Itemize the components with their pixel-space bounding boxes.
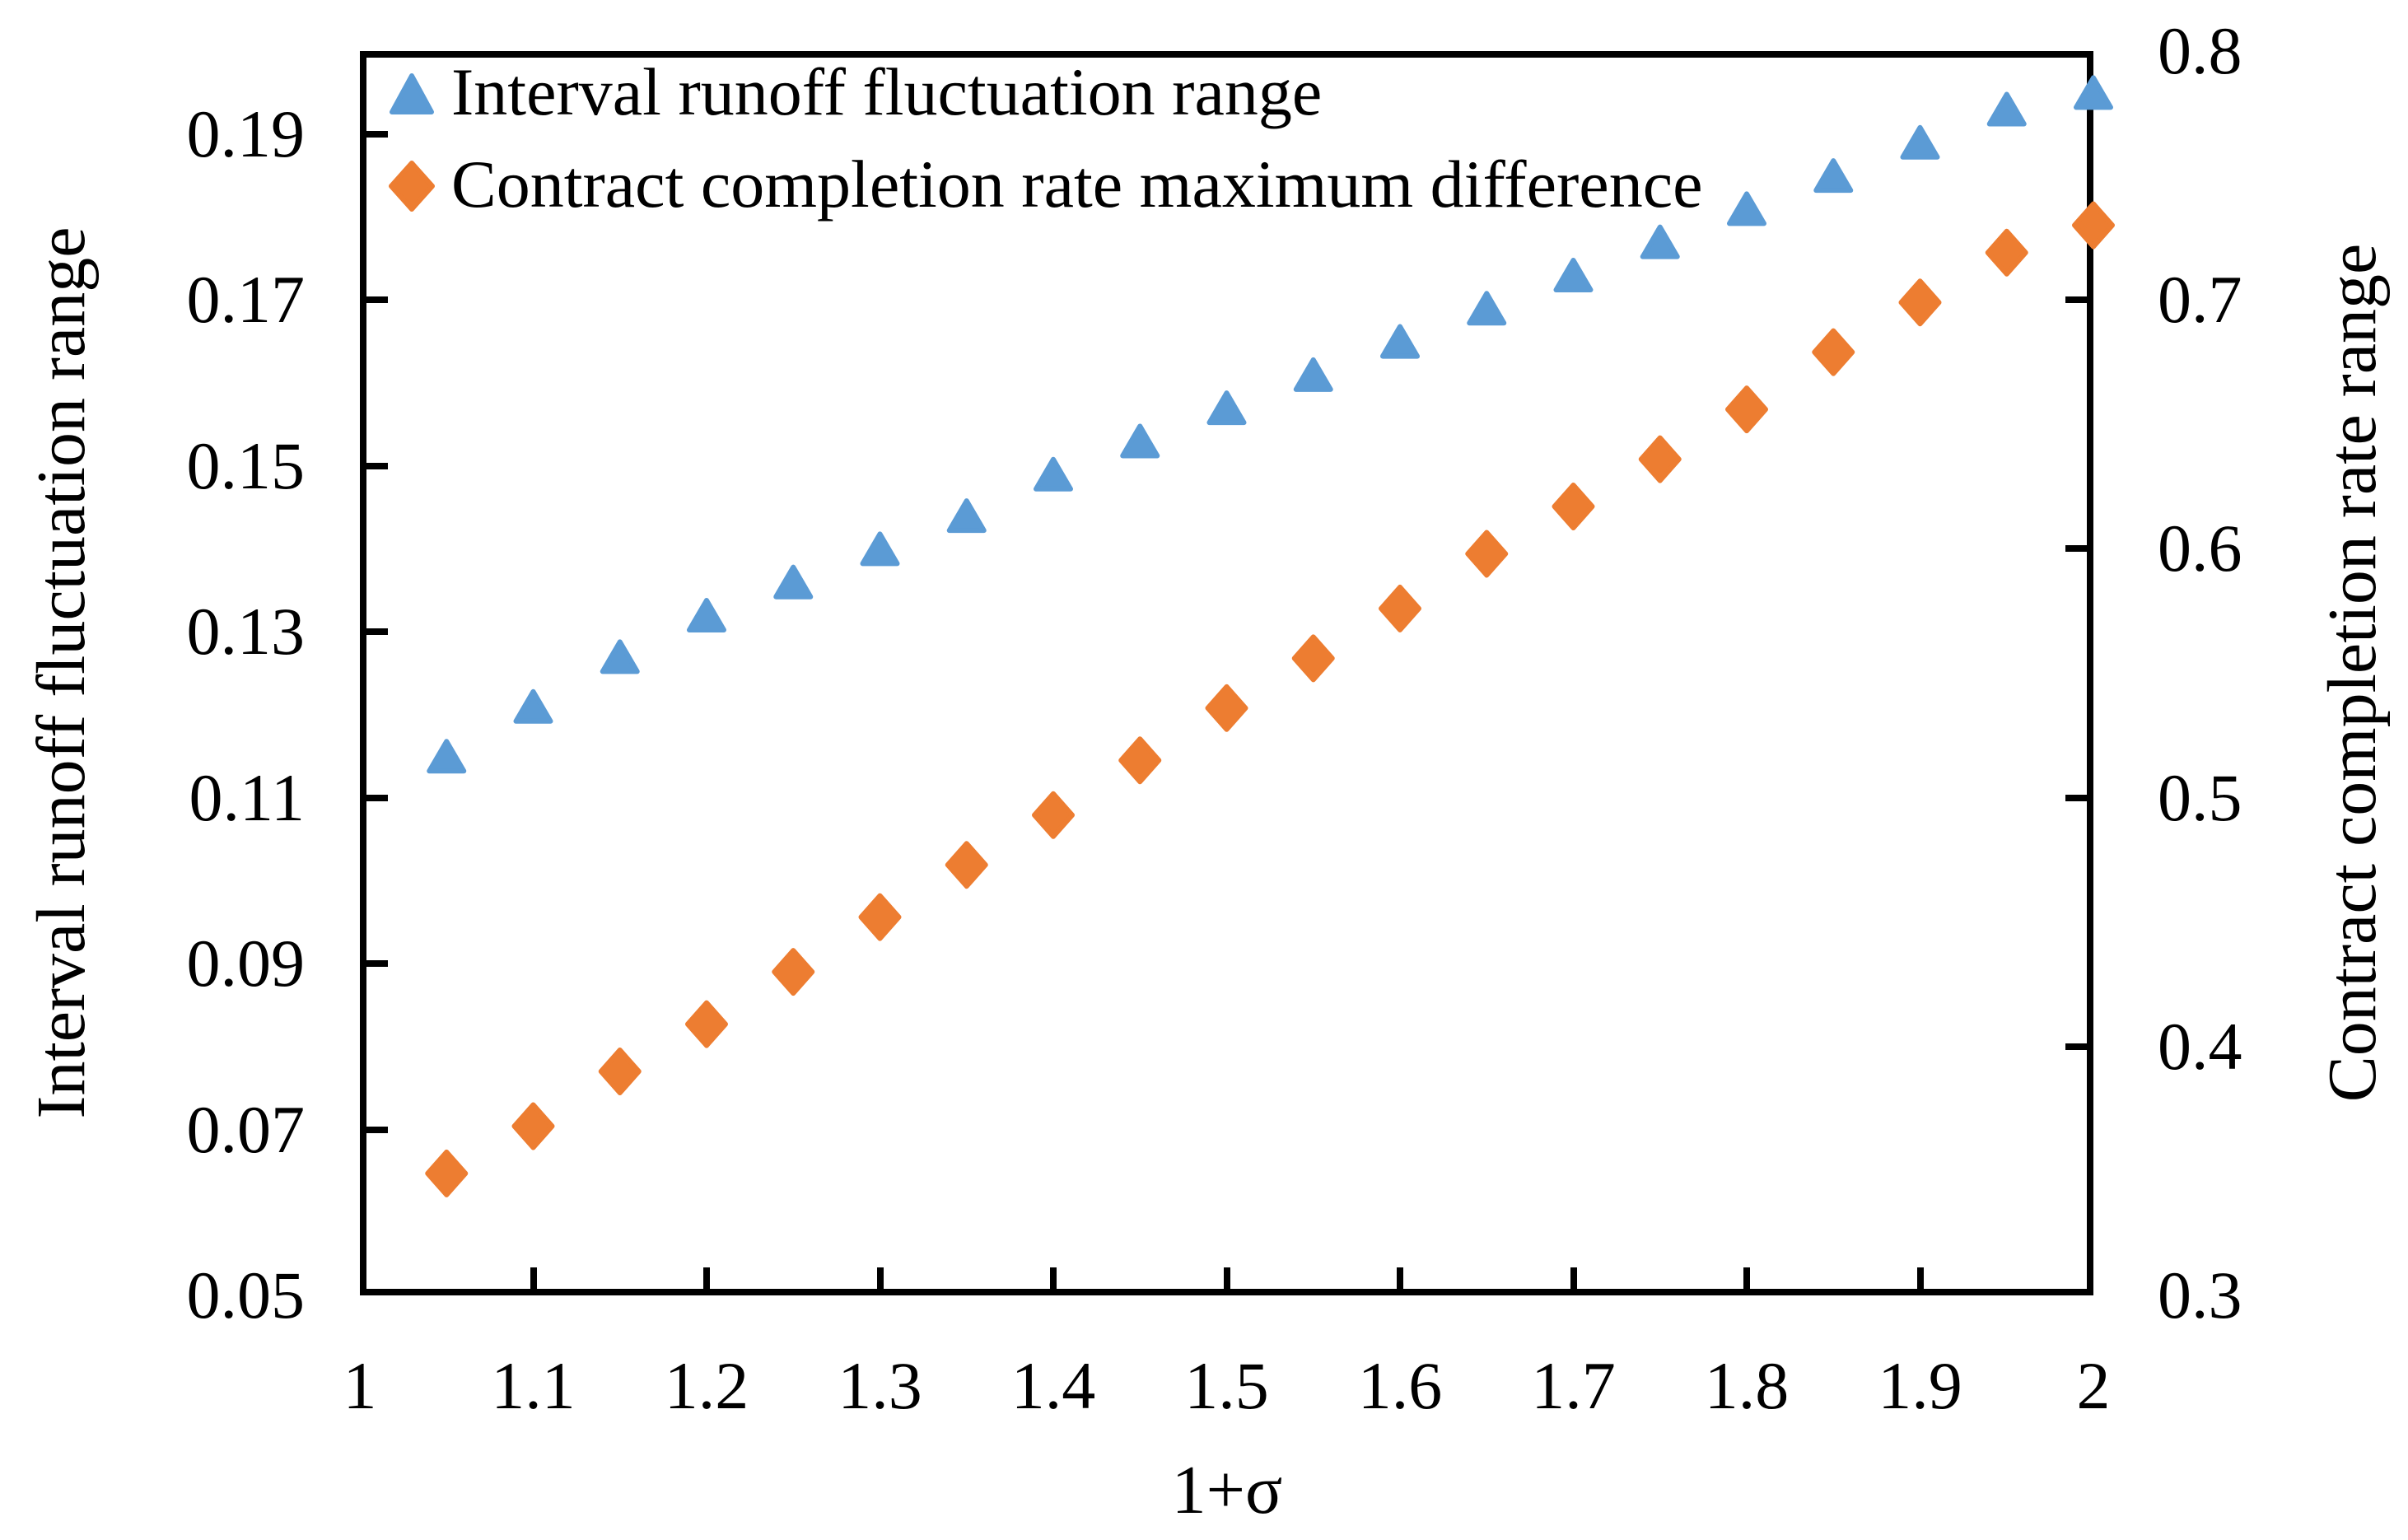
y-left-tick xyxy=(366,130,388,138)
y-left-tick-label: 0.11 xyxy=(189,759,305,835)
y-left-tick-label: 0.19 xyxy=(186,96,306,171)
x-axis-title: 1+σ xyxy=(1171,1452,1283,1528)
data-point-diamond xyxy=(2072,201,2115,250)
data-point-diamond xyxy=(1898,278,1942,327)
x-tick xyxy=(1050,1267,1057,1289)
data-point-triangle xyxy=(513,688,553,724)
x-tick-label: 1.8 xyxy=(1704,1348,1790,1423)
y-right-axis-title: Contract completion rate range xyxy=(2314,243,2391,1103)
legend-triangle-icon xyxy=(390,73,434,114)
y-right-tick-label: 0.7 xyxy=(2158,262,2242,338)
data-point-diamond xyxy=(945,841,988,889)
legend-label-series-2: Contract completion rate maximum differe… xyxy=(451,147,1703,222)
y-right-tick xyxy=(2065,794,2087,801)
x-tick-label: 1.3 xyxy=(838,1348,922,1423)
data-point-diamond xyxy=(1552,483,1595,531)
y-left-tick-label: 0.13 xyxy=(186,594,306,670)
y-left-tick xyxy=(366,794,388,801)
y-right-tick-label: 0.4 xyxy=(2158,1008,2242,1084)
data-point-diamond xyxy=(1032,791,1075,839)
data-point-triangle xyxy=(2074,75,2113,110)
data-point-triangle xyxy=(1380,324,1420,359)
y-left-tick xyxy=(366,462,388,469)
legend-label-series-1: Interval runoff fluctuation range xyxy=(451,54,1323,129)
x-tick-label: 1.9 xyxy=(1878,1348,1962,1423)
data-point-diamond xyxy=(511,1102,555,1150)
y-left-tick xyxy=(366,628,388,636)
data-point-triangle xyxy=(1727,191,1766,226)
data-point-triangle xyxy=(1553,257,1594,292)
data-point-diamond xyxy=(1725,385,1768,434)
data-point-diamond xyxy=(1379,584,1421,632)
data-point-diamond xyxy=(598,1048,642,1096)
legend-diamond-icon xyxy=(389,161,435,212)
x-tick xyxy=(1743,1267,1750,1289)
data-point-triangle xyxy=(600,639,640,674)
y-left-tick-label: 0.05 xyxy=(186,1258,306,1332)
x-tick-label: 1.6 xyxy=(1357,1348,1443,1423)
data-point-diamond xyxy=(858,893,902,941)
x-tick-label: 1.4 xyxy=(1010,1348,1096,1423)
y-left-tick-label: 0.09 xyxy=(186,926,306,1001)
x-tick xyxy=(1916,1267,1924,1289)
x-tick xyxy=(876,1267,884,1289)
data-point-triangle xyxy=(687,597,726,632)
data-point-triangle xyxy=(1900,124,1940,160)
x-tick xyxy=(1397,1267,1403,1289)
data-point-triangle xyxy=(860,531,900,567)
data-point-triangle xyxy=(773,564,814,600)
y-left-tick-label: 0.07 xyxy=(186,1091,306,1167)
y-right-tick-label: 0.6 xyxy=(2158,511,2242,586)
data-point-triangle xyxy=(1293,357,1333,392)
x-tick-label: 1.2 xyxy=(664,1348,749,1423)
y-left-tick-label: 0.15 xyxy=(186,427,306,503)
x-tick xyxy=(703,1267,710,1289)
data-point-diamond xyxy=(1985,228,2028,277)
data-point-triangle xyxy=(946,498,987,534)
x-tick-label: 1 xyxy=(343,1348,377,1423)
data-point-diamond xyxy=(772,948,815,996)
x-tick xyxy=(1570,1267,1577,1289)
data-point-diamond xyxy=(1205,684,1248,732)
data-point-diamond xyxy=(1812,328,1855,376)
data-point-triangle xyxy=(1640,224,1680,259)
data-point-diamond xyxy=(425,1149,469,1197)
x-tick xyxy=(530,1267,537,1289)
data-point-diamond xyxy=(1291,634,1335,683)
data-point-triangle xyxy=(1120,423,1160,459)
data-point-triangle xyxy=(1986,91,2027,127)
y-right-tick-label: 0.5 xyxy=(2158,759,2242,835)
data-point-triangle xyxy=(427,739,467,774)
x-tick-label: 1.7 xyxy=(1531,1348,1616,1423)
y-left-tick-label: 0.17 xyxy=(186,262,306,338)
y-right-tick-label: 0.3 xyxy=(2158,1258,2242,1332)
x-tick-label: 2 xyxy=(2076,1348,2111,1423)
data-point-triangle xyxy=(1206,390,1247,426)
data-point-diamond xyxy=(685,1000,728,1048)
data-point-diamond xyxy=(1638,435,1682,483)
y-right-tick-label: 0.8 xyxy=(2158,13,2242,88)
y-left-tick xyxy=(366,296,388,304)
plot-area-border xyxy=(360,51,2093,1295)
y-right-tick xyxy=(2065,545,2087,553)
y-left-tick xyxy=(366,1126,388,1133)
data-point-triangle xyxy=(1467,291,1507,326)
y-right-tick xyxy=(2065,296,2087,304)
data-point-diamond xyxy=(1118,736,1162,785)
y-right-tick xyxy=(2065,1043,2087,1050)
data-point-diamond xyxy=(1465,530,1509,578)
x-tick-label: 1.5 xyxy=(1184,1348,1269,1423)
x-tick xyxy=(1223,1267,1230,1289)
data-point-triangle xyxy=(1813,158,1854,194)
x-tick-label: 1.1 xyxy=(491,1348,576,1423)
data-point-triangle xyxy=(1034,456,1073,492)
y-left-tick xyxy=(366,960,388,968)
